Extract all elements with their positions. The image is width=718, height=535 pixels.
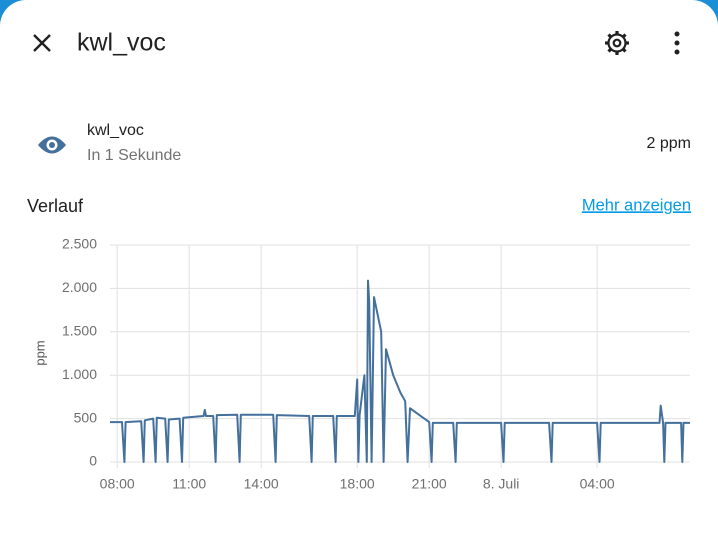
y-tick-label: 1.000 <box>62 366 97 382</box>
data-line <box>110 279 690 463</box>
settings-button[interactable] <box>605 31 629 55</box>
y-tick-label: 2.500 <box>62 236 97 252</box>
x-tick-label: 21:00 <box>412 476 447 492</box>
entity-name: kwl_voc <box>87 122 144 139</box>
x-tick-label: 11:00 <box>172 476 206 492</box>
entity-secondary: In 1 Sekunde <box>87 147 181 164</box>
x-tick-label: 18:00 <box>340 476 375 492</box>
y-tick-label: 0 <box>89 453 97 469</box>
entity-state: 2 ppm <box>647 135 691 152</box>
y-tick-label: 2.000 <box>62 279 97 295</box>
y-axis-label: ppm <box>32 340 47 365</box>
plot: 0 500 1.000 1.500 2.000 2.500 08:00 11:00 14:00 1… <box>62 236 690 492</box>
close-button[interactable] <box>33 34 51 52</box>
dialog-title: kwl_voc <box>77 29 166 57</box>
x-tick-label: 08:00 <box>100 476 135 492</box>
x-tick-label: 04:00 <box>580 476 615 492</box>
eye-icon <box>38 136 66 154</box>
menu-button[interactable] <box>674 31 680 55</box>
more-link[interactable]: Mehr anzeigen <box>582 196 691 214</box>
x-tick-label: 8. Juli <box>483 476 520 492</box>
y-tick-label: 500 <box>74 409 98 425</box>
y-tick-label: 1.500 <box>62 323 97 339</box>
x-tick-label: 14:00 <box>244 476 279 492</box>
section-title: Verlauf <box>27 196 84 216</box>
